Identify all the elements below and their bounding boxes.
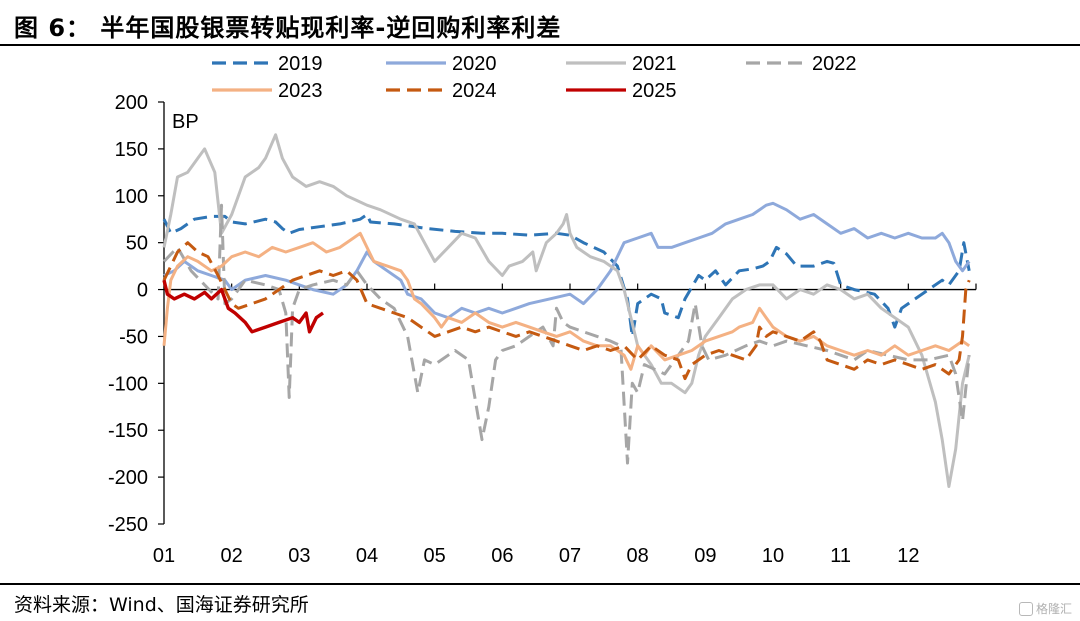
- series-line-2021: [162, 133, 971, 488]
- x-tick-label: 03: [288, 545, 310, 567]
- chart-title: 图 6： 半年国股银票转贴现利率-逆回购利率利差: [14, 14, 562, 42]
- legend-label-2024: 2024: [452, 80, 497, 102]
- y-tick-label: 150: [115, 139, 148, 161]
- legend-label-2023: 2023: [278, 80, 323, 102]
- y-axis-unit-label: BP: [172, 111, 199, 133]
- line-chart: 2019 2020 2021 2022 2023 2024 2025 -250 -200 -15…: [108, 53, 977, 567]
- legend-label-2019: 2019: [278, 53, 323, 75]
- x-tick-label: 01: [153, 545, 175, 567]
- y-tick-label: -150: [108, 420, 148, 442]
- x-tick-label: 05: [424, 545, 446, 567]
- y-tick-label: -250: [108, 514, 148, 536]
- series-line-2019: [162, 213, 971, 338]
- x-tick-label: 04: [356, 545, 378, 567]
- watermark: 格隆汇: [1018, 600, 1072, 617]
- title-divider: [0, 44, 1080, 46]
- legend: 2019 2020 2021 2022 2023 2024 2025: [212, 53, 857, 102]
- x-tick-label: 09: [694, 545, 716, 567]
- x-tick-label: 12: [897, 545, 919, 567]
- y-axis: -250 -200 -150 -100 -50 0 50 100 150 200 BP: [108, 92, 199, 536]
- x-axis: 01 02 03 04 05 06 07 08 09 10 11 12: [153, 283, 977, 567]
- y-tick-label: -50: [119, 326, 148, 348]
- legend-label-2025: 2025: [632, 80, 677, 102]
- legend-label-2022: 2022: [812, 53, 857, 75]
- series-line-2025: [162, 279, 324, 334]
- x-tick-label: 10: [762, 545, 784, 567]
- x-tick-label: 11: [830, 545, 851, 567]
- watermark-text: 格隆汇: [1035, 602, 1072, 616]
- x-tick-label: 02: [221, 545, 243, 567]
- source-divider: [0, 583, 1080, 585]
- series-lines: [162, 133, 971, 488]
- y-tick-label: 0: [137, 280, 148, 302]
- series-line-2023: [162, 231, 971, 371]
- source-note: 资料来源：Wind、国海证券研究所: [14, 594, 309, 616]
- series-line-2022: [162, 203, 971, 465]
- y-tick-label: 50: [126, 233, 148, 255]
- y-tick-label: 200: [115, 92, 148, 114]
- x-tick-label: 07: [559, 545, 581, 567]
- watermark-logo-icon: [1018, 601, 1033, 616]
- x-tick-label: 06: [491, 545, 513, 567]
- series-line-2024: [162, 241, 971, 381]
- y-tick-label: -100: [108, 373, 148, 395]
- legend-label-2021: 2021: [632, 53, 677, 75]
- x-tick-label: 08: [627, 545, 649, 567]
- y-tick-label: -200: [108, 467, 148, 489]
- legend-label-2020: 2020: [452, 53, 497, 75]
- y-tick-label: 100: [115, 186, 148, 208]
